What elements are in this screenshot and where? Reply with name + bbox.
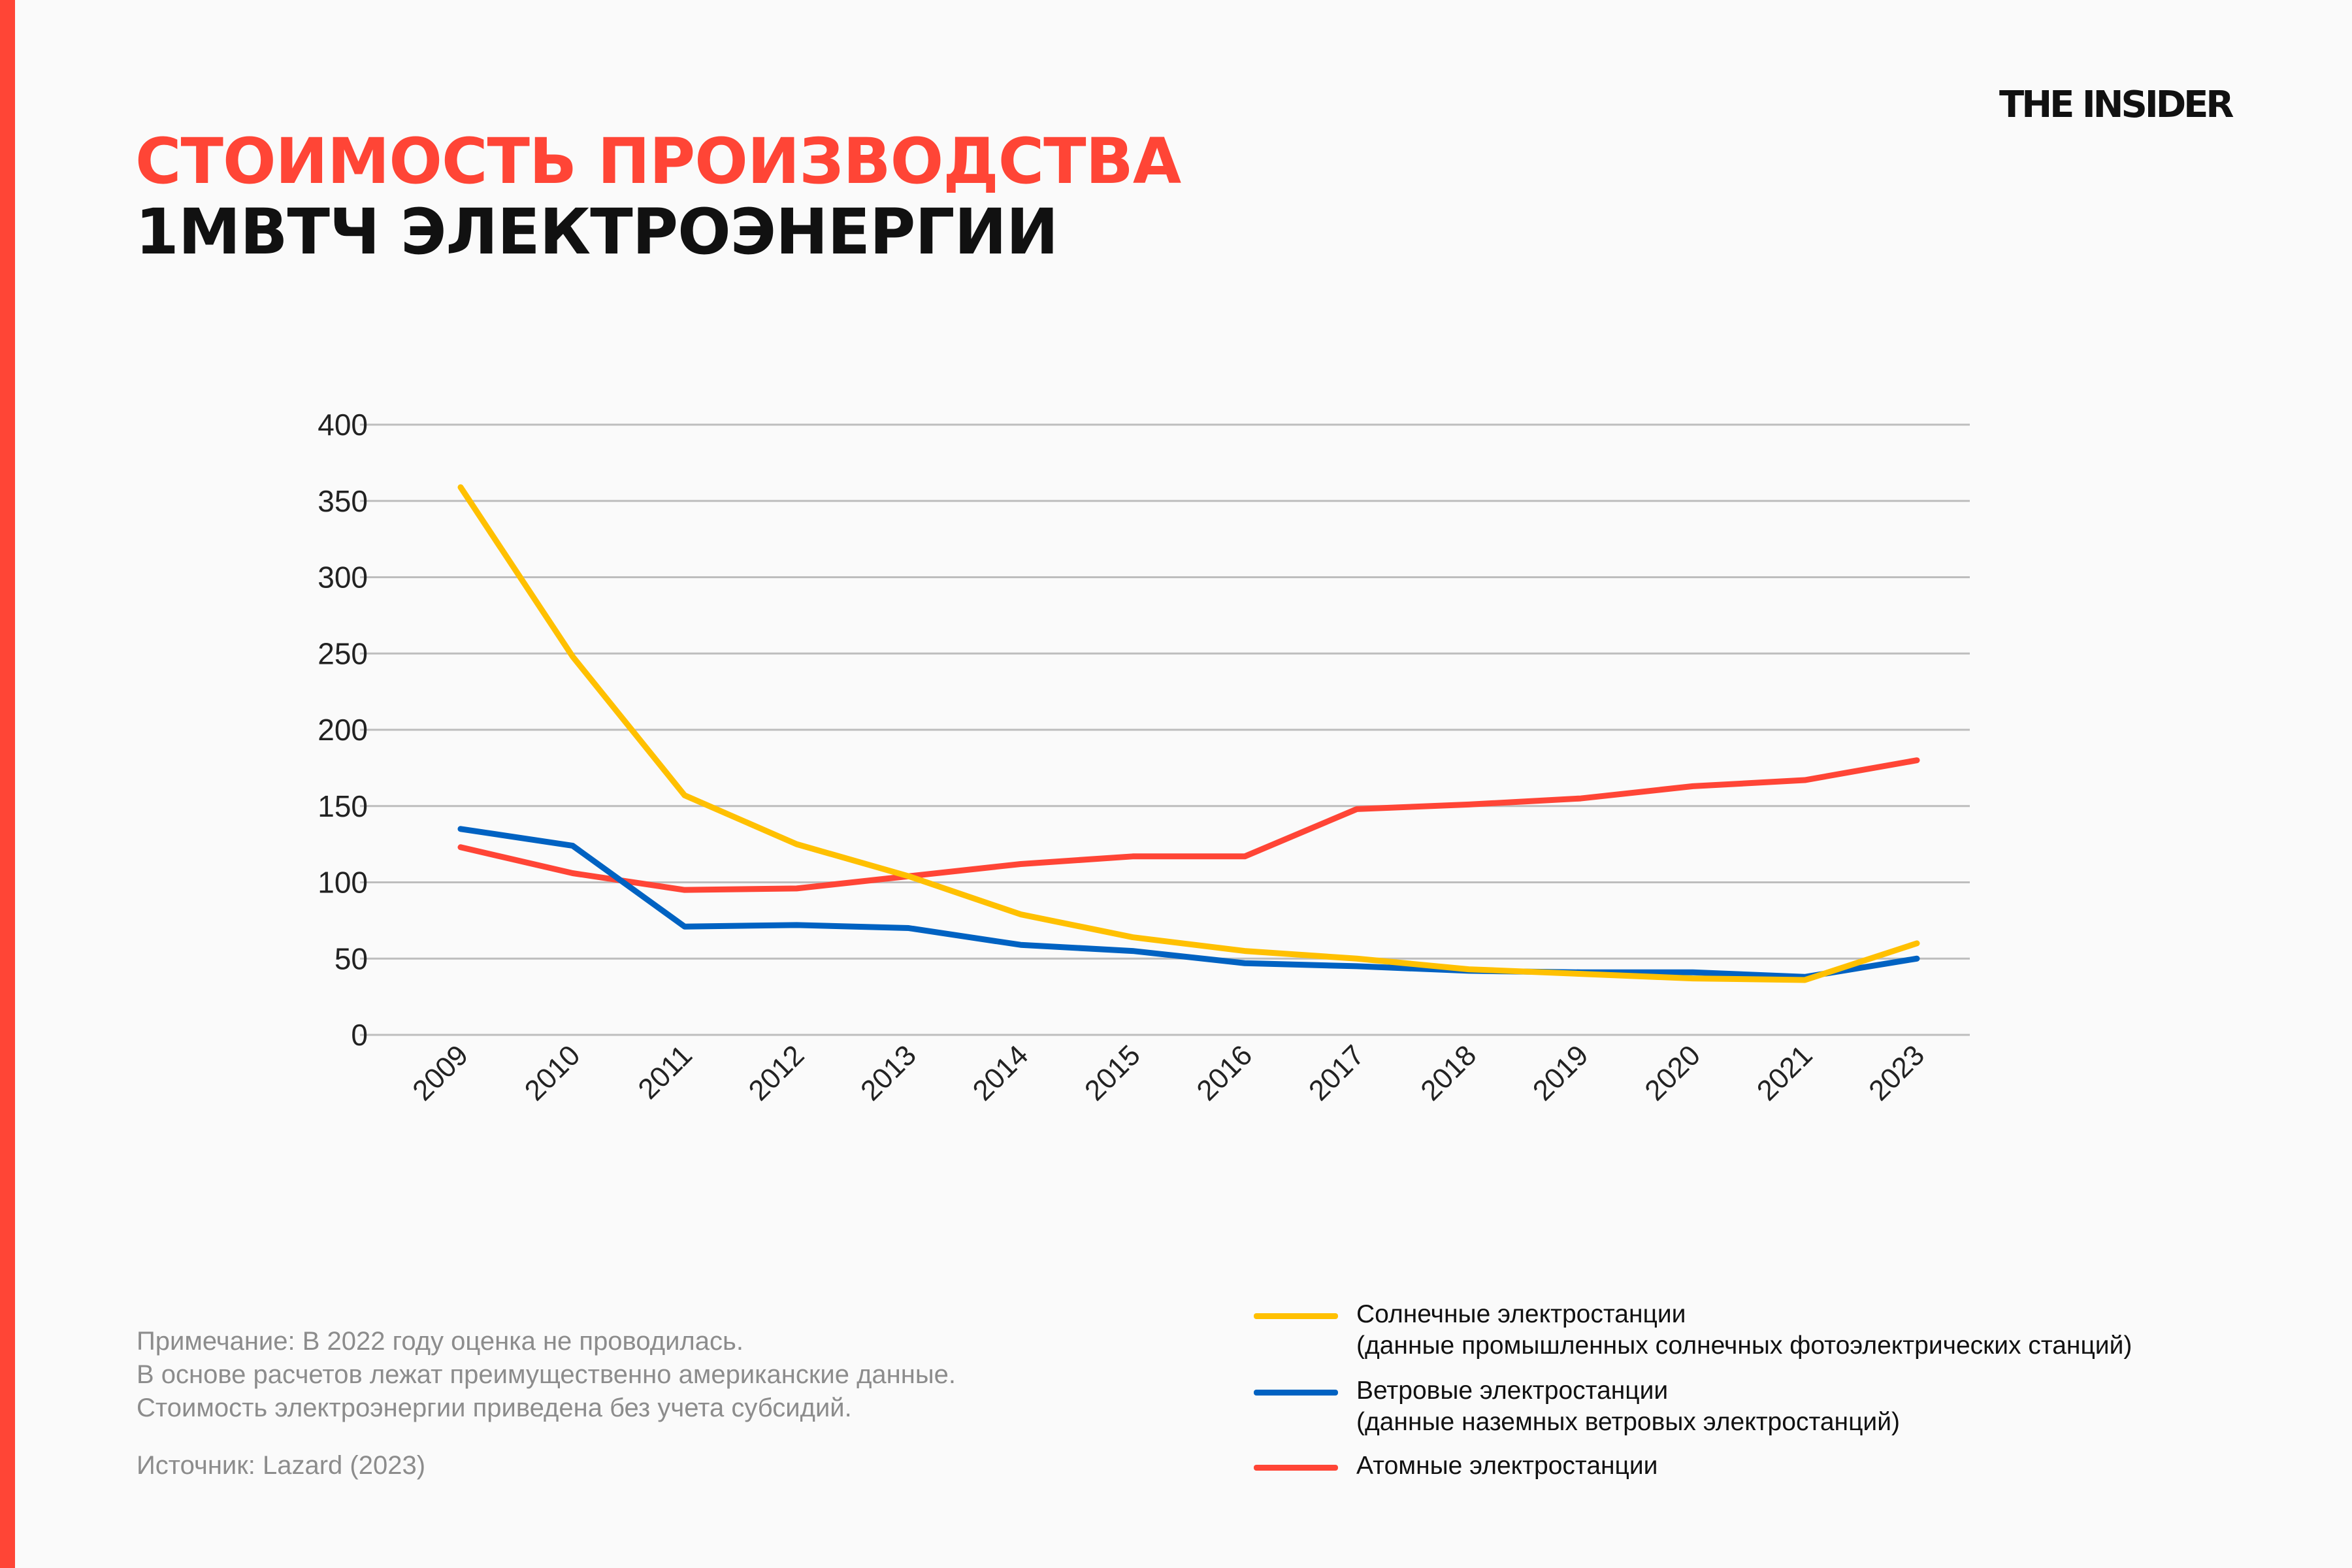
- x-tick-label: 2016: [1190, 1039, 1258, 1107]
- y-tick-label: 350: [318, 484, 368, 518]
- x-tick-label: 2011: [632, 1039, 698, 1105]
- legend-swatch-nuclear: [1254, 1465, 1338, 1471]
- y-tick-label: 300: [318, 561, 368, 595]
- y-tick-label: 200: [318, 713, 368, 747]
- x-tick-label: 2020: [1639, 1039, 1707, 1107]
- x-tick-label: 2013: [855, 1039, 923, 1107]
- y-tick-label: 0: [351, 1018, 368, 1052]
- x-tick-label: 2012: [743, 1039, 811, 1107]
- x-tick-label: 2018: [1414, 1039, 1482, 1107]
- legend-label-wind: Ветровые электростанции (данные наземных …: [1356, 1377, 1900, 1436]
- x-tick-label: 2021: [1751, 1039, 1819, 1107]
- legend-swatch-wind: [1254, 1390, 1338, 1396]
- x-tick-label: 2014: [967, 1039, 1035, 1107]
- series-line: [457, 484, 1920, 983]
- x-tick-label: 2017: [1303, 1039, 1371, 1107]
- legend-label-solar: Солнечные электростанции (данные промышле…: [1356, 1300, 2132, 1360]
- x-tick-label: 2009: [406, 1039, 474, 1107]
- x-tick-label: 2015: [1079, 1039, 1147, 1107]
- y-tick-label: 150: [318, 789, 368, 823]
- note-line-1: Примечание: В 2022 году оценка не провод…: [137, 1327, 743, 1356]
- x-tick-label: 2010: [519, 1039, 587, 1107]
- y-tick-label: 250: [318, 636, 368, 670]
- legend-label-nuclear: Атомные электростанции: [1356, 1452, 1658, 1480]
- title-line-2: 1МВТЧ ЭЛЕКТРОЭНЕРГИИ: [135, 195, 1058, 269]
- legend-swatch-solar: [1254, 1313, 1338, 1319]
- x-tick-label: 2023: [1863, 1039, 1931, 1107]
- source-note: Источник: Lazard (2023): [137, 1451, 426, 1480]
- note-line-2: В основе расчетов лежат преимущественно …: [137, 1360, 956, 1389]
- x-tick-label: 2019: [1527, 1039, 1595, 1107]
- y-tick-label: 400: [318, 408, 368, 442]
- accent-bar: [0, 0, 15, 1568]
- series-line: [457, 757, 1920, 893]
- note-line-3: Стоимость электроэнергии приведена без у…: [137, 1394, 852, 1422]
- the-insider-logo: THE INSIDER: [1999, 84, 2234, 126]
- title-line-1: СТОИМОСТЬ ПРОИЗВОДСТВА: [135, 125, 1181, 198]
- y-tick-label: 100: [318, 866, 368, 900]
- series-line: [457, 826, 1920, 980]
- y-tick-label: 50: [335, 941, 368, 975]
